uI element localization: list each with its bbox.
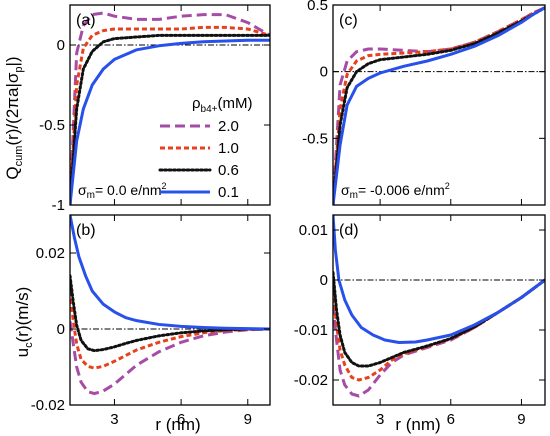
- series-line-b-0.1: [70, 215, 270, 331]
- y-tick-label-d: -0.01: [294, 322, 328, 339]
- legend-label-1.0: 1.0: [218, 140, 239, 157]
- plot-frame-d: [332, 214, 546, 406]
- series-line-b-2.0: [70, 321, 270, 396]
- legend-items: 2.0 1.0 0.6 0.1: [158, 118, 239, 201]
- plot-frame-a: [69, 4, 271, 206]
- x-tick-label-b: 6: [177, 411, 185, 428]
- x-tick-label-d: 9: [517, 411, 525, 428]
- y-axis-label-bottom: uc(r)(m/s): [13, 287, 35, 358]
- y-tick-label-d: 0.01: [299, 222, 328, 239]
- legend-label-2.0: 2.0: [218, 118, 239, 135]
- panel-label-c: (c): [339, 12, 358, 29]
- series-line-a-0.1: [70, 38, 270, 205]
- y-axis-label-top: Qcum(r)/(2πa|σp|): [3, 56, 25, 179]
- x-axis-label-left: r (nm): [155, 415, 200, 434]
- series-line-c-0.1: [333, 6, 545, 205]
- x-tick-label-b: 3: [110, 411, 118, 428]
- panel-b: 3 6 9 -0.02 0 0.02 (b): [31, 214, 271, 428]
- panel-c: -0.5 0 0.5 (c) σm= -0.006 e/nm2: [302, 0, 546, 206]
- y-tick-label-d: -0.02: [294, 372, 328, 389]
- annotation-a: σm= 0.0 e/nm2: [78, 181, 167, 201]
- annotation-c: σm= -0.006 e/nm2: [341, 181, 450, 201]
- series-line-a-1.0: [70, 25, 270, 205]
- legend-label-0.1: 0.1: [218, 184, 239, 201]
- series-line-a-0.6: [70, 33, 270, 205]
- series-line-d-2.0: [333, 278, 545, 398]
- y-tick-label-a: 0: [57, 37, 65, 54]
- y-tick-label-c: -0.5: [302, 130, 328, 147]
- panel-label-a: (a): [76, 12, 96, 29]
- panel-label-b: (b): [76, 222, 96, 239]
- series-line-b-0.6: [70, 274, 270, 353]
- plot-layer: -1 -0.5 0 (a) σm= 0.0 e/nm2 3 6 9 -0.02 0 0.02 (b) -…: [31, 0, 546, 428]
- series-line-a-2.0: [70, 11, 270, 205]
- y-tick-label-d: 0: [320, 272, 328, 289]
- panel-d: 3 6 9 -0.02 -0.01 0 0.01 (d): [294, 214, 546, 428]
- y-tick-label-c: 0: [320, 64, 328, 81]
- y-tick-label-b: -0.02: [31, 397, 65, 414]
- series-group-d: [333, 215, 545, 398]
- series-line-d-0.1: [333, 215, 545, 344]
- series-group-b: [70, 215, 270, 396]
- legend-title: ρb4+(mM): [192, 95, 253, 115]
- plot-frame-b: [69, 214, 271, 406]
- series-line-b-1.0: [70, 290, 270, 370]
- x-axis-label-right: r (nm): [395, 415, 440, 434]
- y-tick-label-c: 0.5: [307, 0, 328, 14]
- legend-label-0.6: 0.6: [218, 162, 239, 179]
- legend: ρb4+(mM) 2.0 1.0 0.6 0.1: [158, 95, 253, 201]
- series-line-c-0.6: [333, 6, 545, 205]
- panel-label-d: (d): [339, 222, 359, 239]
- y-tick-label-a: -1: [52, 197, 65, 214]
- series-group-a: [70, 11, 270, 205]
- series-group-c: [333, 6, 545, 205]
- panel-a: -1 -0.5 0 (a) σm= 0.0 e/nm2: [39, 4, 271, 214]
- x-tick-label-d: 3: [376, 411, 384, 428]
- plot-frame-c: [332, 4, 546, 206]
- series-line-c-2.0: [333, 6, 545, 205]
- y-tick-label-a: -0.5: [39, 117, 65, 134]
- y-tick-label-b: 0: [57, 321, 65, 338]
- x-tick-label-d: 6: [447, 411, 455, 428]
- series-line-d-0.6: [333, 271, 545, 368]
- series-line-c-1.0: [333, 6, 545, 205]
- y-tick-label-b: 0.02: [36, 245, 65, 262]
- x-tick-label-b: 9: [244, 411, 252, 428]
